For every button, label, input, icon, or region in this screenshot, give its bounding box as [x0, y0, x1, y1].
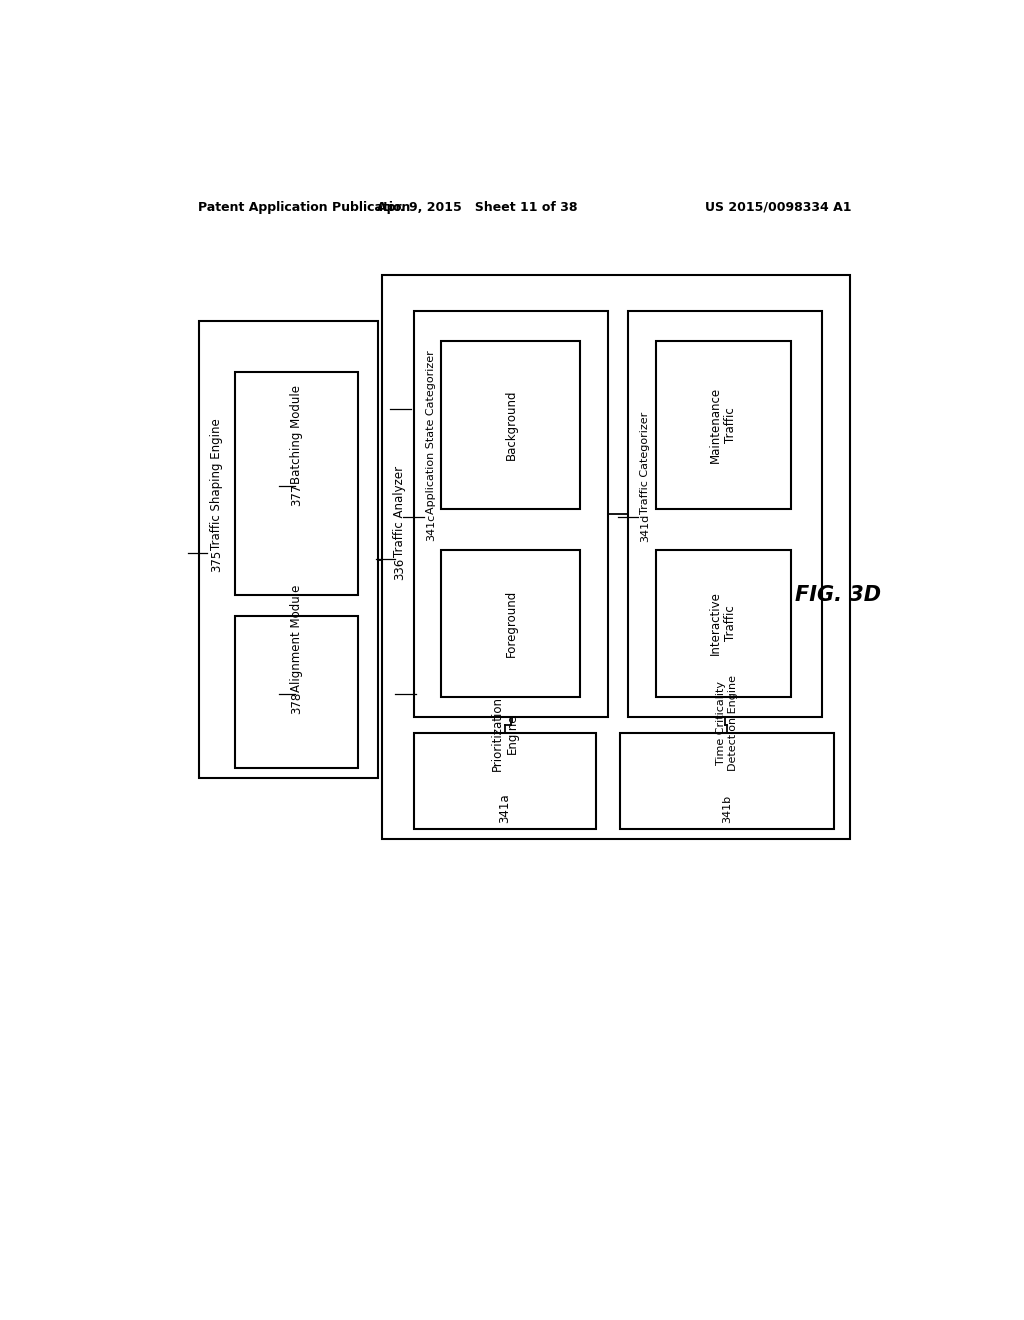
Text: 341a: 341a — [499, 793, 511, 822]
Text: 341d: 341d — [640, 515, 650, 543]
Text: Background: Background — [505, 389, 517, 461]
Bar — [628, 312, 822, 718]
Text: Patent Application Publication: Patent Application Publication — [198, 201, 411, 214]
Text: Foreground: Foreground — [505, 590, 517, 657]
Text: 341c: 341c — [426, 515, 436, 541]
Text: Prioritization
Engine: Prioritization Engine — [490, 696, 519, 771]
Text: 377: 377 — [290, 483, 303, 506]
Text: Maintenance
Traffic: Maintenance Traffic — [710, 387, 737, 463]
Bar — [414, 733, 596, 829]
Bar — [441, 342, 581, 510]
Bar — [414, 312, 608, 718]
Text: 375: 375 — [210, 549, 223, 572]
Text: Time Criticality
Detection Engine: Time Criticality Detection Engine — [717, 675, 738, 771]
Text: Traffic Analyzer: Traffic Analyzer — [393, 459, 406, 557]
Text: Apr. 9, 2015   Sheet 11 of 38: Apr. 9, 2015 Sheet 11 of 38 — [377, 201, 578, 214]
Text: 341b: 341b — [722, 795, 732, 824]
Text: Alignment Module: Alignment Module — [290, 585, 303, 692]
Bar — [655, 342, 791, 510]
Text: US 2015/0098334 A1: US 2015/0098334 A1 — [706, 201, 852, 214]
Bar — [620, 733, 835, 829]
Bar — [236, 615, 358, 768]
Text: 378: 378 — [290, 692, 303, 714]
Text: Traffic Categorizer: Traffic Categorizer — [640, 405, 650, 515]
Text: Application State Categorizer: Application State Categorizer — [426, 343, 436, 515]
Bar — [236, 372, 358, 595]
Bar — [382, 276, 850, 840]
Text: Interactive
Traffic: Interactive Traffic — [710, 591, 737, 655]
Text: Traffic Shaping Engine: Traffic Shaping Engine — [210, 411, 223, 549]
Text: FIG. 3D: FIG. 3D — [796, 586, 882, 606]
Bar — [200, 321, 378, 779]
Text: Batching Module: Batching Module — [290, 384, 303, 483]
Bar — [655, 549, 791, 697]
Bar — [441, 549, 581, 697]
Text: 336: 336 — [393, 557, 406, 579]
